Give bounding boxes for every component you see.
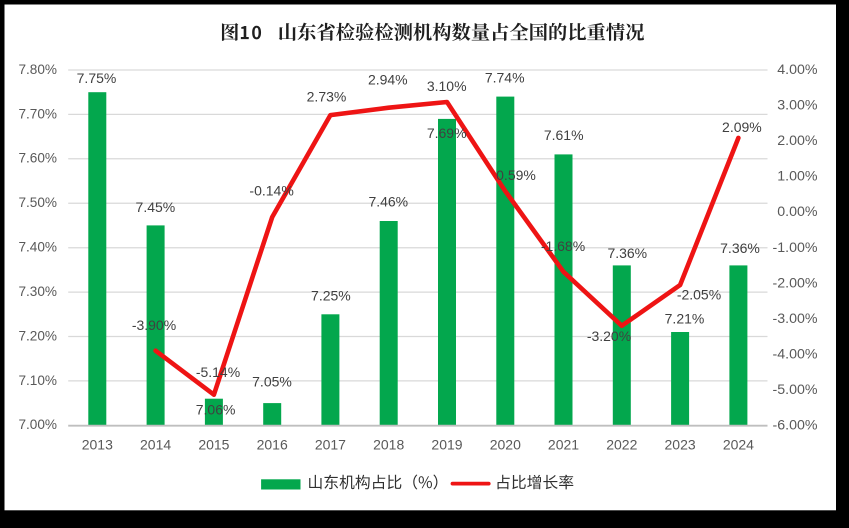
svg-text:2.73%: 2.73% <box>307 88 347 104</box>
svg-text:2.09%: 2.09% <box>722 119 762 135</box>
svg-text:-3.20%: -3.20% <box>587 328 631 344</box>
svg-text:7.25%: 7.25% <box>311 288 351 304</box>
svg-text:0.59%: 0.59% <box>496 167 536 183</box>
svg-text:2023: 2023 <box>665 437 696 453</box>
svg-text:2013: 2013 <box>82 437 113 453</box>
svg-text:7.75%: 7.75% <box>77 70 117 86</box>
svg-text:2017: 2017 <box>315 437 346 453</box>
svg-text:7.74%: 7.74% <box>485 70 525 86</box>
svg-text:7.06%: 7.06% <box>196 402 236 418</box>
svg-text:2021: 2021 <box>548 437 579 453</box>
svg-text:7.70%: 7.70% <box>18 106 57 121</box>
svg-text:-6.00%: -6.00% <box>773 417 818 433</box>
svg-text:7.00%: 7.00% <box>18 417 57 432</box>
svg-text:7.30%: 7.30% <box>18 284 57 299</box>
svg-text:2018: 2018 <box>373 437 404 453</box>
svg-text:-2.00%: -2.00% <box>773 275 818 291</box>
svg-text:-2.05%: -2.05% <box>677 286 721 302</box>
svg-text:7.21%: 7.21% <box>665 310 705 326</box>
svg-text:4.00%: 4.00% <box>777 62 818 78</box>
svg-text:1.00%: 1.00% <box>777 169 818 185</box>
svg-text:2016: 2016 <box>257 437 288 453</box>
svg-text:2020: 2020 <box>490 437 521 453</box>
svg-text:7.50%: 7.50% <box>18 195 57 210</box>
svg-text:-1.68%: -1.68% <box>541 238 585 254</box>
svg-text:-5.00%: -5.00% <box>773 382 818 398</box>
svg-text:-0.14%: -0.14% <box>249 183 293 199</box>
svg-text:7.61%: 7.61% <box>544 127 584 143</box>
svg-text:7.10%: 7.10% <box>18 373 57 388</box>
svg-text:2022: 2022 <box>606 437 637 453</box>
svg-text:-1.00%: -1.00% <box>773 240 818 256</box>
svg-text:2019: 2019 <box>431 437 462 453</box>
svg-text:-4.00%: -4.00% <box>773 346 818 362</box>
svg-text:-3.00%: -3.00% <box>773 311 818 327</box>
svg-text:-5.14%: -5.14% <box>196 364 240 380</box>
svg-text:7.45%: 7.45% <box>136 199 176 215</box>
svg-text:7.05%: 7.05% <box>252 374 292 390</box>
svg-text:7.36%: 7.36% <box>720 240 760 256</box>
svg-text:0.00%: 0.00% <box>777 204 818 220</box>
svg-text:3.10%: 3.10% <box>427 78 467 94</box>
svg-text:2014: 2014 <box>140 437 171 453</box>
svg-text:7.40%: 7.40% <box>18 240 57 255</box>
svg-text:-3.90%: -3.90% <box>132 317 176 333</box>
svg-text:7.36%: 7.36% <box>607 245 647 261</box>
svg-text:7.80%: 7.80% <box>18 62 57 77</box>
svg-text:7.60%: 7.60% <box>18 151 57 166</box>
svg-text:3.00%: 3.00% <box>777 98 818 114</box>
svg-text:2.94%: 2.94% <box>368 71 408 87</box>
svg-text:2015: 2015 <box>198 437 229 453</box>
svg-text:7.20%: 7.20% <box>18 328 57 343</box>
svg-text:7.69%: 7.69% <box>427 125 467 141</box>
svg-text:2024: 2024 <box>723 437 754 453</box>
svg-text:2.00%: 2.00% <box>777 133 818 149</box>
svg-text:7.46%: 7.46% <box>368 194 408 210</box>
